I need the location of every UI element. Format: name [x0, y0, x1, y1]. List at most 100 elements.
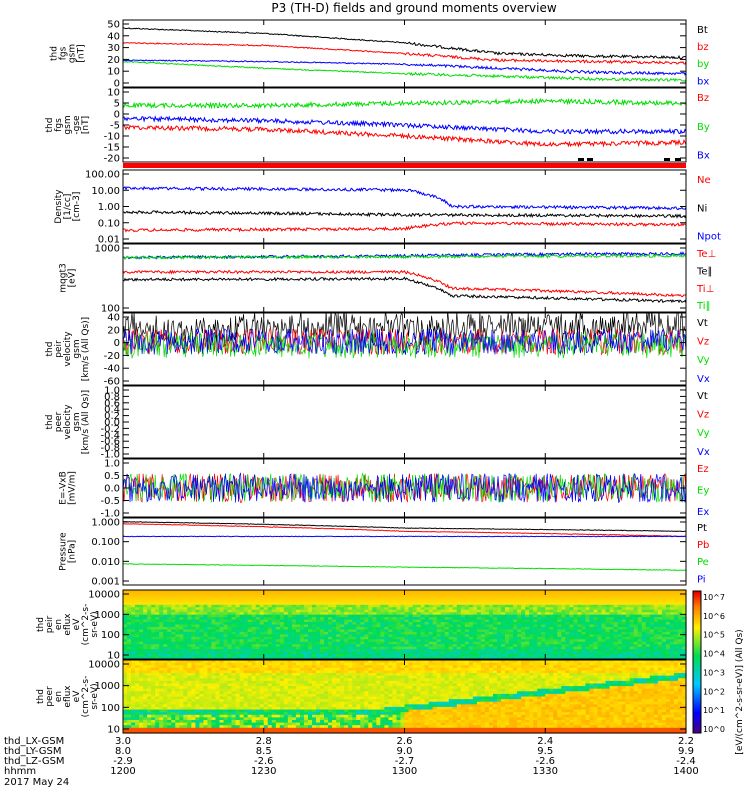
heatmap-cell	[553, 649, 558, 653]
heatmap-cell	[464, 592, 470, 596]
heatmap-cell	[653, 649, 659, 653]
heatmap-cell	[171, 634, 176, 638]
heatmap-cell	[207, 612, 213, 616]
heatmap-cell	[517, 644, 522, 648]
heatmap-cell	[123, 678, 128, 682]
heatmap-cell	[223, 636, 229, 640]
heatmap-cell	[207, 597, 213, 601]
heatmap-cell	[408, 594, 414, 598]
heatmap-cell	[549, 622, 554, 626]
heatmap-cell	[561, 597, 566, 601]
heatmap-cell	[143, 712, 148, 716]
y-axis-label-line: [eV]	[68, 269, 78, 288]
heatmap-cell	[617, 617, 623, 621]
heatmap-cell	[609, 631, 615, 635]
heatmap-cell	[661, 604, 667, 608]
y-axis-label-line: gsm	[72, 339, 82, 358]
heatmap-cell	[593, 607, 599, 611]
heatmap-cell	[404, 607, 410, 611]
heatmap-cell	[247, 651, 253, 655]
y-axis-label: E=-VxB[mV/m]	[59, 471, 78, 505]
heatmap-cell	[247, 654, 253, 658]
heatmap-cell	[605, 594, 611, 598]
heatmap-cell	[372, 607, 377, 611]
heatmap-cell	[151, 704, 156, 708]
y-tick-label: -40	[104, 364, 120, 375]
heatmap-cell	[191, 691, 196, 695]
heatmap-cell	[199, 631, 205, 635]
heatmap-cell	[533, 594, 538, 598]
heatmap-cell	[155, 730, 160, 734]
heatmap-cell	[557, 607, 562, 611]
heatmap-cell	[191, 719, 196, 724]
heatmap-cell	[283, 602, 289, 606]
heatmap-cell	[677, 654, 683, 658]
heatmap-cell	[396, 651, 402, 655]
heatmap-cell	[412, 597, 418, 601]
heatmap-cell	[279, 646, 285, 650]
heatmap-cell	[324, 631, 329, 635]
heatmap-cell	[681, 609, 687, 613]
heatmap-cell	[175, 636, 180, 640]
heatmap-cell	[517, 624, 522, 628]
heatmap-cell	[669, 629, 675, 633]
heatmap-cell	[641, 656, 647, 660]
series-line-Bx	[123, 124, 686, 148]
heatmap-cell	[545, 636, 550, 640]
heatmap-cell	[633, 619, 639, 623]
heatmap-cell	[404, 636, 410, 640]
heatmap-cell	[428, 594, 434, 598]
heatmap-cell	[247, 617, 253, 621]
y-axis-label: thdpeervelocitygsm[km/s (All Qs)]	[45, 390, 91, 454]
heatmap-cell	[597, 614, 603, 618]
heatmap-cell	[376, 646, 381, 650]
heatmap-cell	[255, 654, 261, 658]
series-group	[123, 185, 686, 233]
heatmap-cell	[163, 680, 168, 685]
heatmap-cell	[324, 617, 329, 621]
heatmap-cell	[517, 629, 522, 633]
heatmap-cell	[581, 651, 587, 655]
heatmap-cell	[641, 599, 647, 603]
heatmap-cell	[183, 654, 188, 658]
heatmap-cell	[416, 654, 422, 658]
heatmap-cell	[139, 699, 144, 703]
heatmap-cell	[303, 649, 309, 653]
heatmap-cell	[203, 709, 209, 713]
heatmap-cell	[239, 646, 245, 650]
heatmap-cell	[275, 646, 281, 650]
heatmap-cell	[312, 639, 317, 643]
heatmap-cell	[320, 599, 325, 603]
heatmap-cell	[376, 609, 381, 613]
heatmap-cell	[211, 602, 217, 606]
heatmap-cell	[127, 639, 132, 643]
y-axis-label-line: Density	[54, 189, 64, 224]
heatmap-cell	[368, 607, 373, 611]
heatmap-cell	[163, 590, 168, 594]
heatmap-cell	[147, 612, 152, 616]
heatmap-cell	[179, 691, 184, 695]
heatmap-cell	[609, 654, 615, 658]
heatmap-cell	[175, 709, 180, 713]
heatmap-cell	[195, 678, 201, 682]
heatmap-cell	[231, 617, 237, 621]
heatmap-cell	[513, 594, 518, 598]
heatmap-cell	[207, 636, 213, 640]
heatmap-cell	[195, 619, 201, 623]
heatmap-cell	[452, 634, 458, 638]
heatmap-cell	[677, 614, 683, 618]
heatmap-cell	[267, 644, 273, 648]
heatmap-cell	[139, 722, 144, 726]
heatmap-cell	[159, 717, 164, 721]
heatmap-cell	[340, 624, 345, 628]
heatmap-cell	[653, 617, 659, 621]
heatmap-cell	[175, 626, 180, 631]
heatmap-cell	[215, 614, 221, 618]
heatmap-cell	[199, 597, 205, 601]
heatmap-cell	[279, 636, 285, 640]
heatmap-cell	[151, 730, 156, 734]
heatmap-cell	[533, 619, 538, 623]
heatmap-cell	[681, 654, 687, 658]
heatmap-cell	[131, 614, 136, 618]
